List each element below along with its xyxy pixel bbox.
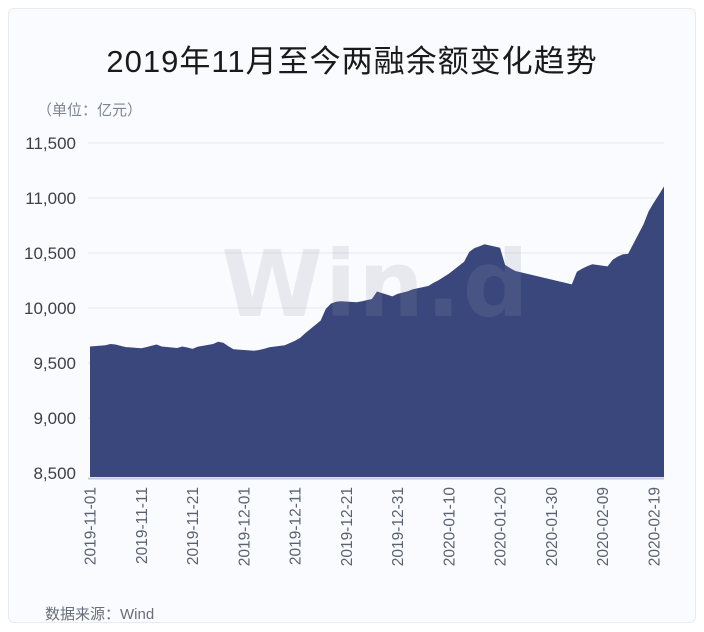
y-tick-label: 9,000	[33, 409, 76, 428]
x-tick-label: 2019-11-21	[185, 487, 202, 565]
data-source-label: 数据来源：Wind	[45, 606, 155, 623]
x-tick-label: 2020-01-30	[544, 487, 561, 567]
area-series-margin-balance	[90, 186, 664, 477]
unit-label: （单位：亿元）	[37, 102, 143, 119]
y-tick-label: 8,500	[33, 464, 76, 483]
x-tick-label: 2020-01-20	[493, 487, 510, 567]
x-tick-label: 2020-02-09	[595, 487, 612, 566]
y-tick-label: 11,000	[25, 189, 76, 208]
y-tick-label: 10,500	[24, 244, 76, 263]
x-tick-label: 2020-01-10	[441, 487, 458, 567]
x-tick-label: 2020-02-19	[646, 487, 663, 566]
x-tick-label: 2019-11-11	[134, 487, 151, 564]
x-tick-label: 2019-12-31	[390, 487, 407, 566]
x-tick-label: 2019-12-11	[288, 487, 305, 565]
x-tick-label: 2019-12-01	[236, 487, 253, 566]
y-tick-label: 10,000	[24, 299, 76, 318]
y-tick-label: 9,500	[33, 354, 76, 373]
x-tick-label: 2019-12-21	[339, 487, 356, 566]
y-tick-label: 11,500	[25, 134, 76, 153]
x-tick-label: 2019-11-01	[83, 487, 100, 565]
chart-title: 2019年11月至今两融余额变化趋势	[106, 44, 598, 79]
